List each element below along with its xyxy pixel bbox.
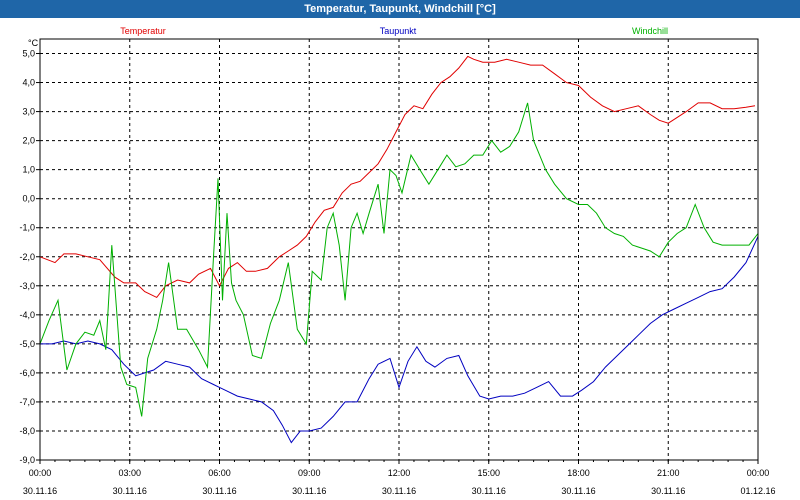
y-tick-label: 0,0: [22, 194, 35, 204]
x-tick-date: 30.11.16: [651, 486, 685, 496]
y-tick-label: -9,0: [19, 455, 35, 465]
y-tick-label: -4,0: [19, 310, 35, 320]
x-tick-time: 03:00: [118, 468, 141, 478]
window-title: Temperatur, Taupunkt, Windchill [°C]: [0, 0, 800, 18]
x-tick-date: 30.11.16: [202, 486, 236, 496]
gridlines: [40, 39, 758, 461]
x-tick-time: 00:00: [29, 468, 52, 478]
y-axis-unit: °C: [28, 38, 39, 48]
x-tick-time: 12:00: [388, 468, 411, 478]
legend: Temperatur Taupunkt Windchill: [120, 26, 668, 36]
y-tick-label: 5,0: [22, 49, 35, 59]
x-tick-date: 30.11.16: [113, 486, 147, 496]
x-tick-date: 01.12.16: [740, 486, 775, 496]
y-tick-label: -8,0: [19, 426, 35, 436]
x-tick-time: 06:00: [208, 468, 231, 478]
x-tick-time: 21:00: [657, 468, 680, 478]
legend-windchill: Windchill: [632, 26, 668, 36]
x-tick-date: 30.11.16: [382, 486, 416, 496]
y-tick-label: -7,0: [19, 397, 35, 407]
x-tick-time: 15:00: [477, 468, 500, 478]
series-line-temperatur: [39, 55, 756, 299]
y-axis: 5,0 4,0 3,0 2,0 1,0 0,0 -1,0 -2,0 -3,0 -4,0 -5,0 -6…: [19, 49, 40, 465]
y-tick-label: -5,0: [19, 339, 35, 349]
x-axis: 00:00 30.11.16 03:00 30.11.16 06:00 30.11.16 0…: [23, 460, 776, 496]
x-tick-date: 30.11.16: [472, 486, 506, 496]
x-tick-date: 30.11.16: [23, 486, 57, 496]
legend-temperatur: Temperatur: [120, 26, 166, 36]
y-tick-label: -3,0: [19, 281, 35, 291]
y-tick-label: -2,0: [19, 252, 35, 262]
legend-taupunkt: Taupunkt: [380, 26, 417, 36]
plot-frame: [39, 38, 759, 461]
series-line-windchill: [39, 102, 759, 417]
x-tick-date: 30.11.16: [561, 486, 595, 496]
y-tick-label: -6,0: [19, 368, 35, 378]
y-tick-label: 2,0: [22, 136, 35, 146]
y-tick-label: 1,0: [22, 165, 35, 175]
y-tick-label: 4,0: [22, 78, 35, 88]
series-lines: [39, 55, 759, 444]
x-tick-time: 18:00: [567, 468, 590, 478]
y-tick-label: -1,0: [19, 223, 35, 233]
chart: Temperatur Taupunkt Windchill °C 5,0 4,0 3,0…: [19, 26, 776, 496]
x-tick-time: 00:00: [747, 468, 770, 478]
x-tick-date: 30.11.16: [292, 486, 326, 496]
y-tick-label: 3,0: [22, 107, 35, 117]
x-tick-time: 09:00: [298, 468, 321, 478]
series-line-taupunkt: [40, 236, 759, 444]
